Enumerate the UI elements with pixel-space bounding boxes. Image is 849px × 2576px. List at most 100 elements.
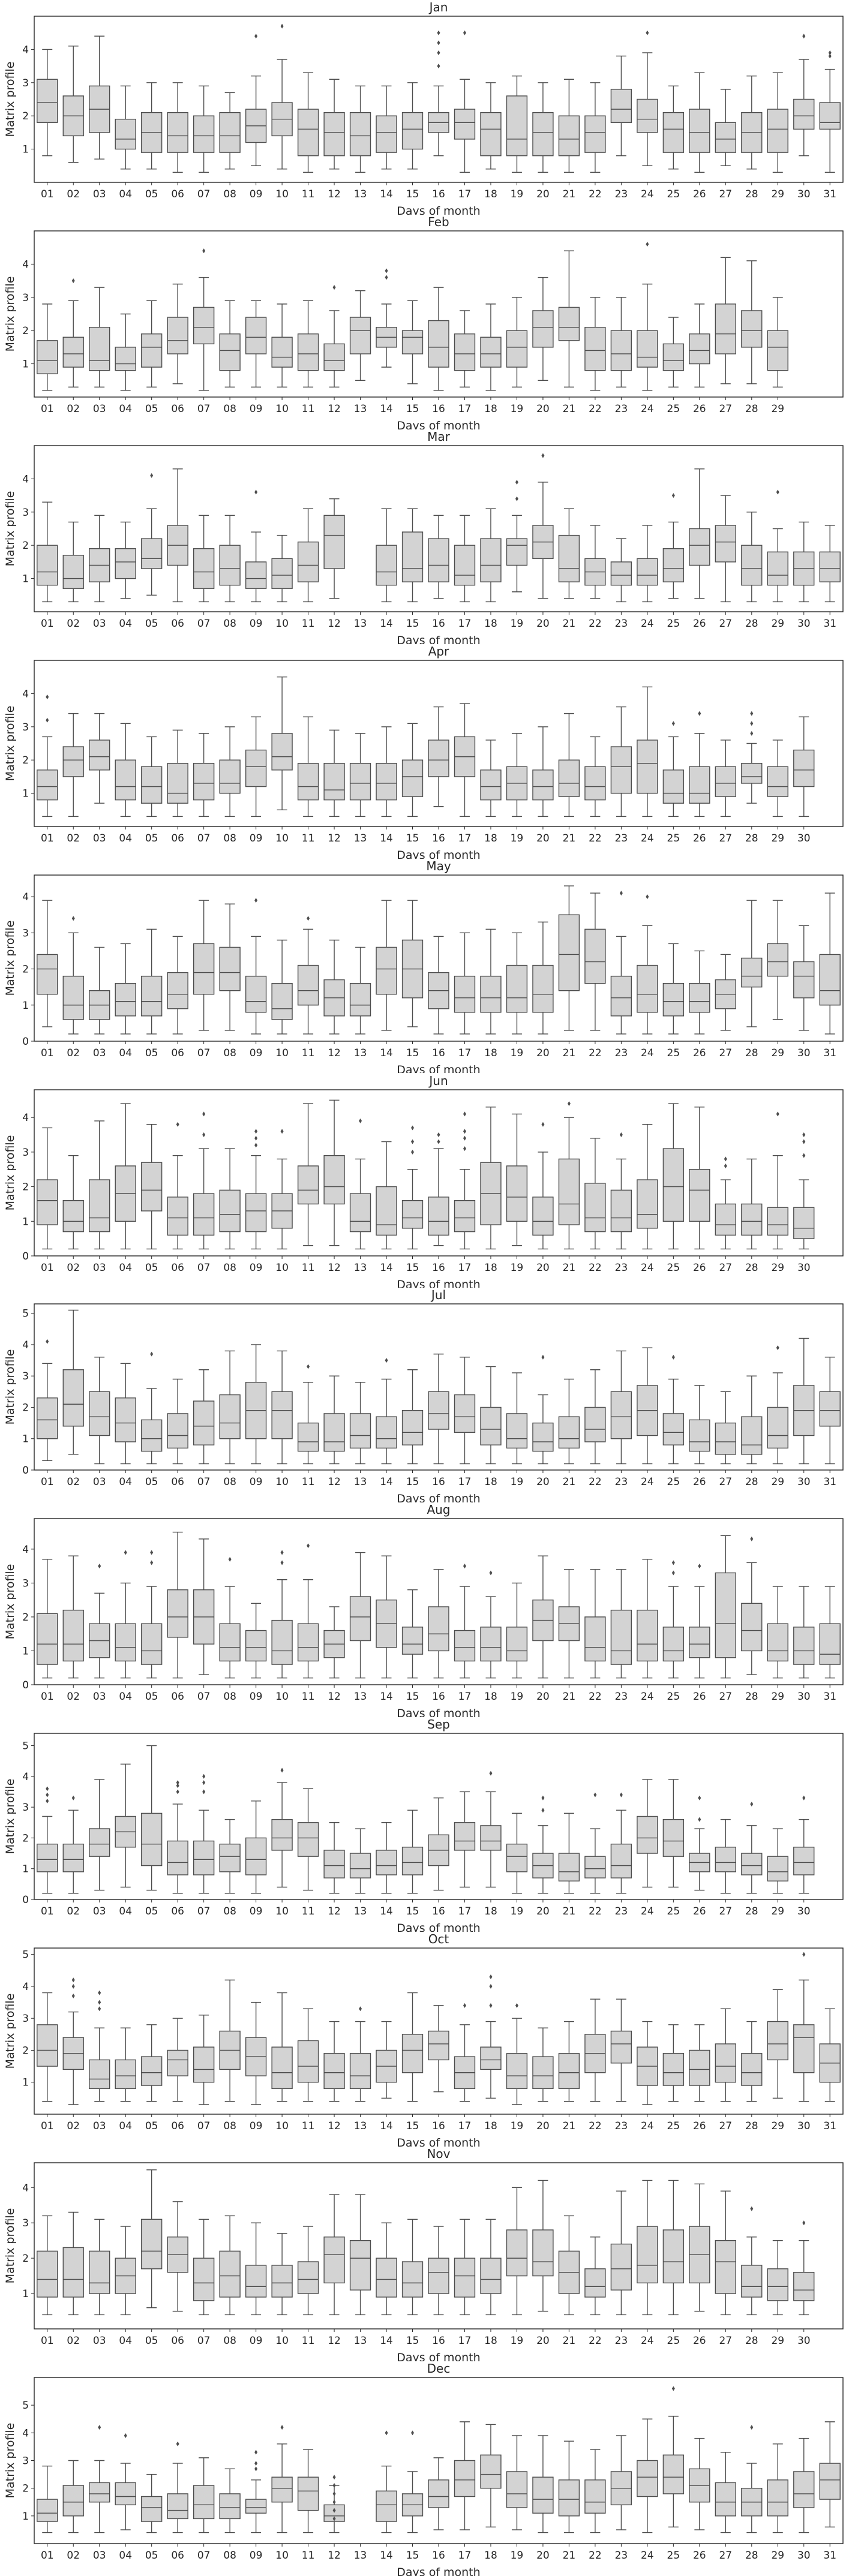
iqr-box xyxy=(637,1610,658,1662)
box-day-16 xyxy=(428,2226,449,2316)
y-tick-label: 1 xyxy=(22,2288,29,2300)
iqr-box xyxy=(167,1196,188,1236)
outlier-point xyxy=(98,2424,101,2430)
box-day-26 xyxy=(689,1564,710,1679)
box-day-22 xyxy=(584,525,606,599)
box-day-25 xyxy=(662,2180,685,2316)
box-day-23 xyxy=(610,1351,632,1465)
x-tick-label: 04 xyxy=(119,188,132,200)
iqr-box xyxy=(454,1822,476,1851)
box-day-15 xyxy=(401,2219,424,2316)
x-tick-label: 29 xyxy=(771,2120,784,2132)
box-day-05 xyxy=(141,1352,163,1465)
outlier-point xyxy=(828,50,832,55)
y-tick-label: 1 xyxy=(22,999,29,1011)
iqr-box xyxy=(297,1423,319,1452)
x-tick-label: 12 xyxy=(328,2120,341,2132)
box-day-16 xyxy=(428,1354,449,1465)
box-day-24 xyxy=(637,2180,658,2316)
x-tick-label: 08 xyxy=(223,832,236,844)
x-tick-label: 20 xyxy=(536,2550,550,2562)
box-day-20 xyxy=(532,2180,554,2312)
iqr-box xyxy=(793,2271,815,2301)
box-day-23 xyxy=(610,2190,632,2316)
outlier-point xyxy=(46,717,49,723)
outlier-point xyxy=(698,1795,701,1801)
iqr-box xyxy=(297,109,319,157)
iqr-box xyxy=(401,2261,424,2298)
iqr-box xyxy=(689,1168,710,1222)
box-day-28 xyxy=(741,1537,763,1676)
outlier-point xyxy=(71,1993,75,1998)
x-tick-label: 07 xyxy=(197,618,211,630)
x-tick-label: 08 xyxy=(223,2335,236,2347)
outlier-point xyxy=(254,1142,258,1147)
box-day-08 xyxy=(219,726,241,817)
box-day-17 xyxy=(454,1111,476,1249)
iqr-box xyxy=(819,954,841,1006)
box-day-06 xyxy=(167,729,188,817)
iqr-box xyxy=(349,2053,371,2090)
outlier-point xyxy=(411,2430,415,2436)
x-tick-label: 21 xyxy=(563,2120,576,2132)
outlier-point xyxy=(46,1799,49,1804)
box-day-04 xyxy=(115,1363,136,1465)
box-day-12 xyxy=(323,1822,345,1894)
outlier-point xyxy=(463,1135,466,1141)
x-tick-label: 16 xyxy=(432,832,445,844)
chart-title: Jun xyxy=(428,1074,448,1088)
outlier-point xyxy=(332,2475,336,2480)
box-day-21 xyxy=(558,250,580,387)
box-day-20 xyxy=(532,1555,554,1679)
x-tick-label: 15 xyxy=(406,1476,419,1488)
y-tick-label: 4 xyxy=(22,2427,29,2439)
x-tick-label: 31 xyxy=(823,2120,836,2132)
iqr-box xyxy=(506,2053,528,2090)
iqr-box xyxy=(689,109,710,153)
x-tick-label: 11 xyxy=(302,2550,315,2562)
iqr-box xyxy=(532,310,554,348)
x-tick-label: 18 xyxy=(484,403,497,415)
outlier-point xyxy=(176,1780,179,1786)
box-day-09 xyxy=(245,2222,267,2316)
box-day-25 xyxy=(662,720,685,817)
x-tick-label: 14 xyxy=(380,1476,393,1488)
iqr-box xyxy=(193,762,215,801)
outlier-point xyxy=(724,1156,727,1161)
iqr-box xyxy=(297,1822,319,1857)
x-tick-label: 02 xyxy=(67,2550,80,2562)
box-day-26 xyxy=(689,1385,710,1465)
x-tick-label: 24 xyxy=(641,188,654,200)
iqr-box xyxy=(37,2250,58,2298)
box-day-15 xyxy=(401,1369,424,1465)
iqr-box xyxy=(715,1203,736,1236)
x-tick-label: 02 xyxy=(67,1047,80,1059)
x-tick-label: 19 xyxy=(511,2335,524,2347)
x-tick-label: 01 xyxy=(41,1047,54,1059)
box-day-12 xyxy=(323,1606,345,1679)
x-tick-label: 24 xyxy=(641,2550,654,2562)
iqr-box xyxy=(506,2229,528,2277)
x-tick-label: 23 xyxy=(615,2120,628,2132)
outlier-point xyxy=(515,2003,518,2008)
x-tick-label: 16 xyxy=(432,2120,445,2132)
iqr-box xyxy=(480,1407,502,1446)
x-tick-label: 15 xyxy=(406,1691,419,1703)
box-day-14 xyxy=(376,1141,397,1249)
box-day-16 xyxy=(428,1569,449,1679)
outlier-point xyxy=(515,479,518,485)
x-axis-label: Days of month xyxy=(397,634,480,644)
outlier-point xyxy=(176,1122,179,1127)
x-tick-label: 19 xyxy=(511,618,524,630)
outlier-point xyxy=(254,1135,258,1141)
iqr-box xyxy=(662,1147,685,1222)
box-day-05 xyxy=(141,1123,163,1249)
x-tick-label: 03 xyxy=(93,2550,106,2562)
box-day-30 xyxy=(793,716,815,817)
outlier-point xyxy=(802,2220,806,2226)
box-day-29 xyxy=(767,1989,788,2099)
iqr-box xyxy=(245,975,267,1013)
box-day-03 xyxy=(89,515,110,602)
x-tick-label: 25 xyxy=(667,2550,680,2562)
